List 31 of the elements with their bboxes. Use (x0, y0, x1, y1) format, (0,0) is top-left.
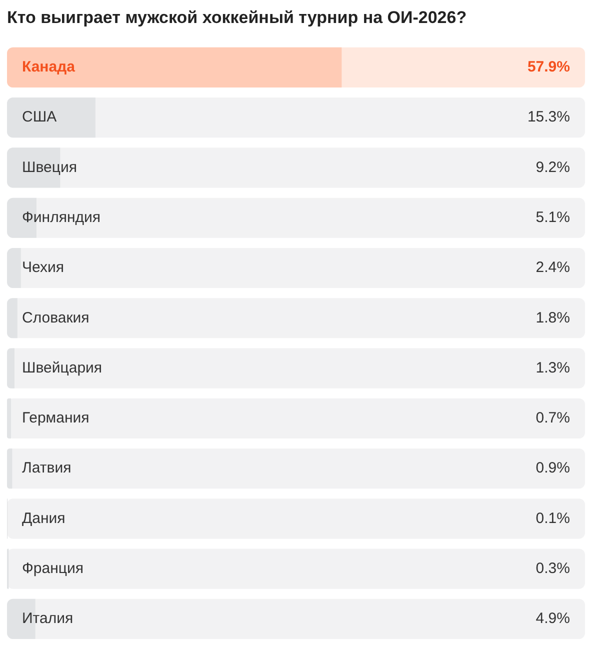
data-label: 1.3% (536, 359, 570, 376)
bar (7, 298, 18, 338)
data-label: 5.1% (536, 209, 570, 226)
bar (7, 98, 96, 138)
y-tick-label: Дания (22, 510, 66, 527)
y-tick-label: Швеция (22, 158, 77, 176)
y-tick-label: Германия (22, 410, 90, 427)
bar (7, 248, 21, 288)
data-label: 1.8% (536, 309, 570, 326)
data-label: 9.2% (536, 158, 570, 176)
y-tick-label: Швейцария (22, 359, 102, 376)
y-tick-label: Канада (22, 58, 76, 76)
data-label: 0.7% (536, 410, 570, 427)
y-tick-label: США (22, 108, 57, 126)
y-tick-label: Словакия (22, 309, 90, 326)
data-label: 0.3% (536, 560, 570, 577)
data-label: 0.9% (536, 460, 570, 477)
y-tick-label: Чехия (22, 259, 64, 276)
data-label: 0.1% (536, 510, 570, 527)
chart-title: Кто выиграет мужской хоккейный турнир на ОИ-2026? (7, 8, 467, 27)
bar (7, 398, 12, 438)
bar (7, 348, 15, 388)
data-label: 57.9% (527, 58, 570, 76)
y-tick-label: Латвия (22, 460, 72, 477)
data-label: 15.3% (527, 108, 570, 126)
data-label: 4.9% (536, 610, 570, 628)
bar (7, 448, 12, 489)
y-tick-label: Франция (22, 560, 84, 577)
data-label: 2.4% (536, 259, 570, 276)
y-tick-label: Финляндия (22, 209, 100, 226)
y-tick-label: Италия (22, 610, 74, 628)
